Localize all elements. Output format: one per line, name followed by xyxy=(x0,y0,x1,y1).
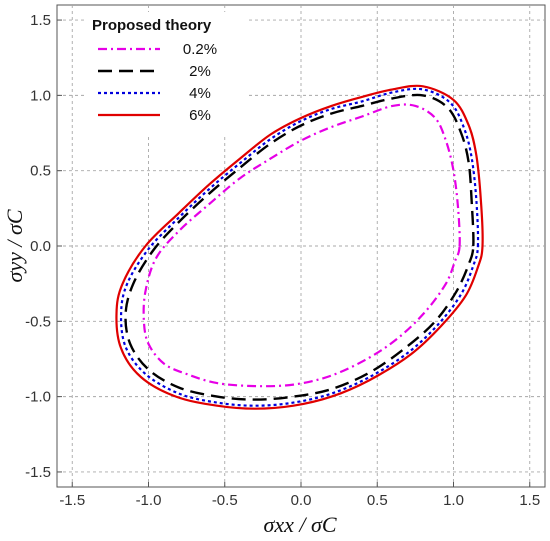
y-tick-label: -1.5 xyxy=(25,464,51,481)
y-tick-label: 1.5 xyxy=(30,12,51,29)
y-axis-label: σyy / σC xyxy=(2,209,27,282)
y-tick-label: 0.0 xyxy=(30,238,51,255)
legend-label: 4% xyxy=(189,85,211,102)
y-tick-label: -1.0 xyxy=(25,389,51,406)
legend-label: 6% xyxy=(189,107,211,124)
legend: Proposed theory 0.2% 2% 4% 6% xyxy=(86,12,246,134)
series-curve-4% xyxy=(119,87,480,407)
x-tick-label: 0.5 xyxy=(367,492,388,509)
y-tick-label: 1.0 xyxy=(30,87,51,104)
legend-background xyxy=(86,12,246,134)
legend-title: Proposed theory xyxy=(92,17,212,34)
x-tick-label: -1.5 xyxy=(59,492,85,509)
x-tick-label: -0.5 xyxy=(212,492,238,509)
x-tick-label: -1.0 xyxy=(136,492,162,509)
series-curves xyxy=(115,84,484,410)
series-curve-6% xyxy=(115,84,484,410)
series-curve-2% xyxy=(124,93,475,401)
x-axis-label: σxx / σC xyxy=(263,512,336,537)
legend-label: 2% xyxy=(189,63,211,80)
x-tick-label: 1.5 xyxy=(519,492,540,509)
y-tick-label: -0.5 xyxy=(25,313,51,330)
y-tick-label: 0.5 xyxy=(30,163,51,180)
x-tick-label: 1.0 xyxy=(443,492,464,509)
axis-ticks: -1.5 -1.0 -0.5 0.0 0.5 1.0 1.5 -1.5 -1.0 -0.5 0.0 0… xyxy=(25,12,540,509)
legend-label: 0.2% xyxy=(183,41,217,58)
x-tick-label: 0.0 xyxy=(291,492,312,509)
series-curve-0.2% xyxy=(142,103,461,388)
